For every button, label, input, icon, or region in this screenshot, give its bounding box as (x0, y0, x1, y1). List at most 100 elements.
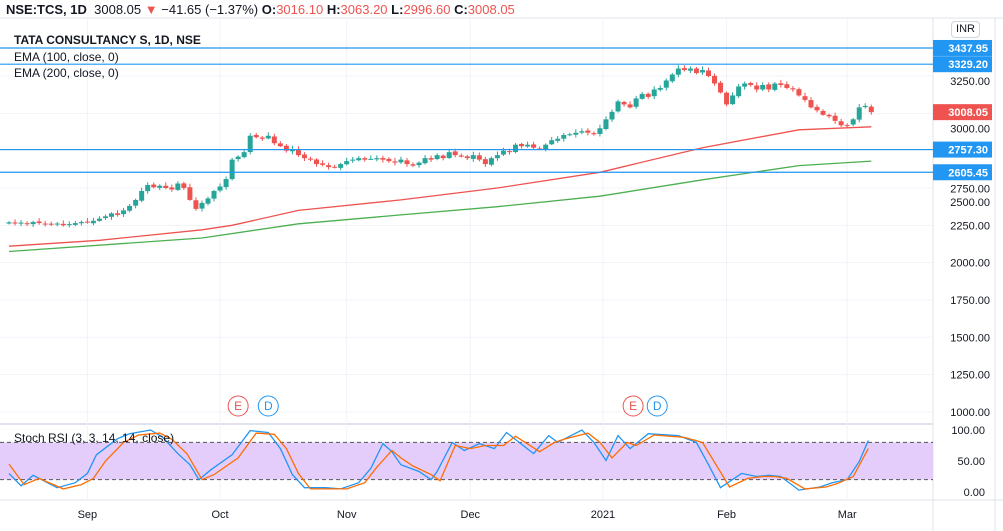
candle-up[interactable] (157, 185, 163, 188)
candle-down[interactable] (778, 83, 784, 85)
candle-down[interactable] (115, 213, 121, 215)
candle-down[interactable] (482, 159, 488, 165)
candle-up[interactable] (742, 83, 748, 87)
candle-down[interactable] (277, 143, 283, 147)
candle-down[interactable] (790, 88, 796, 90)
candle-down[interactable] (12, 222, 18, 224)
candle-up[interactable] (416, 162, 422, 166)
candle-up[interactable] (338, 164, 344, 168)
candle-up[interactable] (289, 149, 295, 152)
candle-down[interactable] (295, 149, 301, 156)
candle-down[interactable] (621, 102, 627, 105)
candle-down[interactable] (519, 143, 525, 147)
candle-up[interactable] (760, 84, 766, 90)
candle-down[interactable] (820, 110, 826, 115)
candle-up[interactable] (651, 89, 657, 97)
candle-up[interactable] (633, 98, 639, 107)
candle-down[interactable] (585, 130, 591, 133)
candle-up[interactable] (699, 70, 705, 73)
candle-down[interactable] (404, 160, 410, 165)
candle-up[interactable] (205, 198, 211, 204)
candle-down[interactable] (645, 93, 651, 97)
candle-up[interactable] (730, 95, 736, 105)
candle-up[interactable] (133, 199, 139, 206)
candle-up[interactable] (862, 105, 868, 108)
candle-down[interactable] (440, 155, 446, 159)
candle-up[interactable] (675, 68, 681, 75)
candle-down[interactable] (506, 151, 512, 153)
candle-up[interactable] (127, 205, 133, 211)
candle-up[interactable] (211, 190, 217, 199)
candle-up[interactable] (374, 158, 380, 160)
candle-up[interactable] (235, 156, 241, 160)
candle-up[interactable] (121, 210, 127, 215)
candle-down[interactable] (591, 133, 597, 135)
candle-down[interactable] (253, 134, 259, 138)
candle-down[interactable] (163, 185, 169, 188)
candle-up[interactable] (368, 158, 374, 160)
candle-down[interactable] (844, 125, 850, 127)
candle-down[interactable] (766, 84, 772, 90)
candle-down[interactable] (271, 136, 277, 144)
candle-down[interactable] (754, 85, 760, 90)
candle-down[interactable] (410, 164, 416, 166)
candle-down[interactable] (84, 221, 90, 223)
candle-down[interactable] (748, 83, 754, 85)
candle-down[interactable] (784, 84, 790, 88)
candle-down[interactable] (428, 158, 434, 160)
candle-up[interactable] (561, 134, 567, 139)
candle-down[interactable] (826, 114, 832, 117)
candle-up[interactable] (66, 224, 72, 226)
candle-down[interactable] (681, 68, 687, 71)
candle-up[interactable] (265, 135, 271, 139)
legend-stoch-rsi[interactable]: Stoch RSI (3, 3, 14, 14, close) (14, 431, 175, 445)
candle-down[interactable] (48, 223, 54, 225)
candle-up[interactable] (549, 140, 555, 145)
candle-down[interactable] (386, 158, 392, 162)
candle-down[interactable] (320, 163, 326, 165)
candle-up[interactable] (513, 144, 519, 153)
candle-up[interactable] (543, 144, 549, 150)
candle-up[interactable] (639, 93, 645, 99)
candle-down[interactable] (151, 184, 157, 188)
candle-up[interactable] (603, 119, 609, 130)
candle-down[interactable] (36, 221, 42, 224)
candle-up[interactable] (579, 131, 585, 133)
dividend-marker[interactable] (257, 395, 279, 417)
candle-down[interactable] (808, 100, 814, 108)
candle-up[interactable] (772, 83, 778, 90)
candle-down[interactable] (283, 145, 289, 151)
candle-down[interactable] (627, 104, 633, 108)
candle-up[interactable] (398, 159, 404, 163)
candle-up[interactable] (109, 213, 115, 217)
candle-down[interactable] (60, 223, 66, 226)
candle-down[interactable] (814, 106, 820, 111)
candle-down[interactable] (693, 68, 699, 74)
candle-down[interactable] (832, 115, 838, 121)
candle-up[interactable] (199, 202, 205, 209)
candle-up[interactable] (54, 223, 60, 225)
candle-down[interactable] (301, 154, 307, 159)
candle-up[interactable] (217, 186, 223, 191)
candle-up[interactable] (356, 158, 362, 161)
candle-up[interactable] (30, 222, 36, 225)
candle-up[interactable] (663, 80, 669, 88)
candle-down[interactable] (724, 92, 730, 105)
candle-down[interactable] (531, 144, 537, 148)
candle-down[interactable] (537, 148, 543, 150)
candle-up[interactable] (18, 222, 24, 224)
candle-down[interactable] (308, 158, 313, 160)
candle-up[interactable] (139, 190, 145, 201)
dividend-marker[interactable] (646, 395, 668, 417)
candle-up[interactable] (446, 152, 452, 158)
candle-down[interactable] (332, 166, 338, 168)
currency-button[interactable]: INR (951, 21, 980, 38)
candle-up[interactable] (525, 144, 531, 147)
candle-up[interactable] (687, 68, 693, 71)
legend-ema100[interactable]: EMA (100, close, 0) (14, 50, 119, 64)
candle-up[interactable] (175, 183, 181, 190)
candle-down[interactable] (193, 200, 199, 209)
candle-up[interactable] (597, 128, 603, 134)
earnings-marker[interactable] (622, 395, 644, 417)
candle-down[interactable] (326, 165, 332, 168)
